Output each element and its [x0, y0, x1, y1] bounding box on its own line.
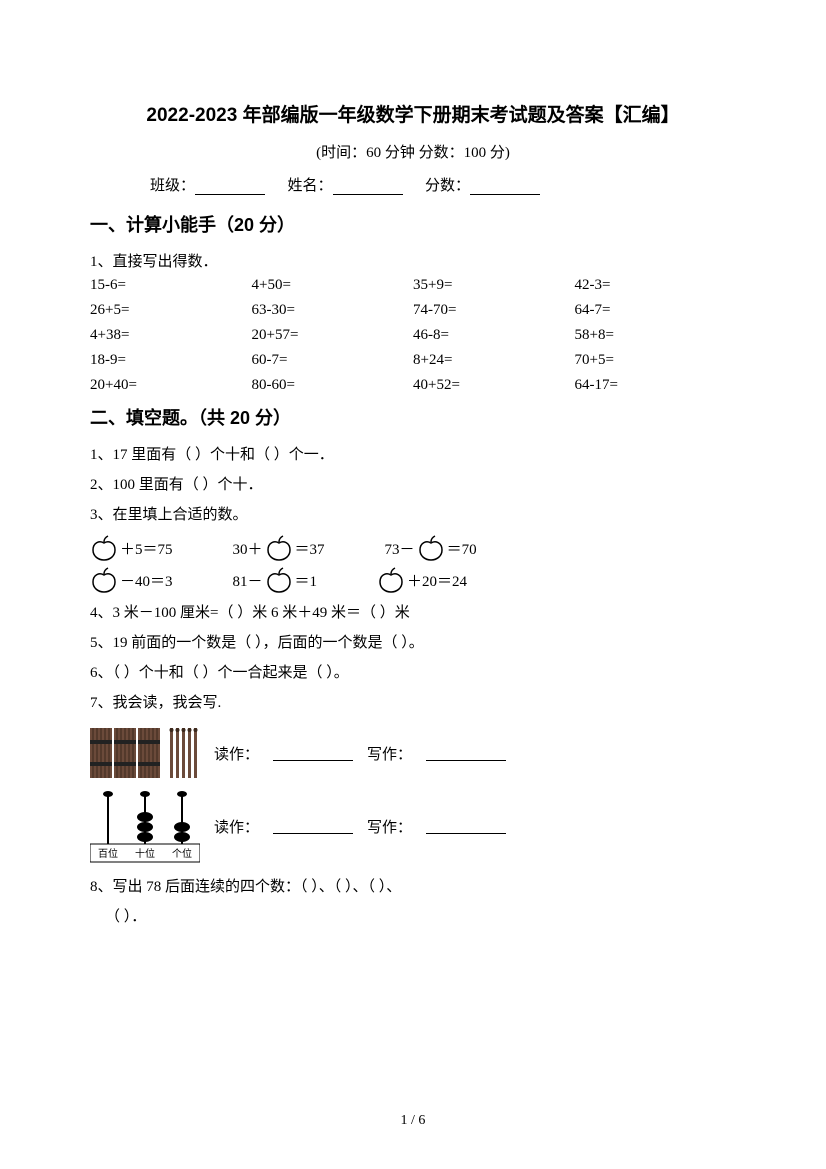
calc-cell: 15-6=	[90, 277, 252, 294]
document-subtitle: (时间：60 分钟 分数：100 分)	[90, 141, 736, 162]
calc-cell: 63-30=	[252, 302, 414, 319]
q7-write-blank-2	[426, 820, 506, 834]
equation-text: ＋20＝24	[407, 570, 467, 591]
q7-read-label-1: 读作：	[214, 743, 259, 764]
score-blank	[470, 181, 540, 195]
apple-equation: 81－ ＝1	[233, 566, 318, 594]
apple-row-2: －40＝3 81－ ＝1 ＋20＝24	[90, 566, 736, 594]
score-label: 分数：	[425, 178, 470, 194]
q7-write-label-2: 写作：	[367, 816, 412, 837]
calc-cell: 20+57=	[252, 327, 414, 344]
calc-cell: 60-7=	[252, 352, 414, 369]
section2-q6: 6、（ ）个十和（ ）个一合起来是（ ）。	[90, 658, 736, 688]
page-number: 1 / 6	[0, 1113, 826, 1129]
equation-text: ＝37	[295, 538, 325, 559]
q7-write-label-1: 写作：	[367, 743, 412, 764]
calc-cell: 35+9=	[413, 277, 575, 294]
apple-equation: 73－ ＝70	[385, 534, 477, 562]
q7-read-blank-2	[273, 820, 353, 834]
abacus-icon: 百位 十位 个位	[90, 789, 200, 864]
apple-equation: ＋5＝75	[90, 534, 173, 562]
calc-cell: 70+5=	[575, 352, 737, 369]
apple-equation: ＋20＝24	[377, 566, 467, 594]
apple-icon	[90, 534, 118, 562]
name-label: 姓名：	[288, 178, 333, 194]
info-row: 班级： 姓名： 分数：	[90, 174, 736, 195]
calc-cell: 4+38=	[90, 327, 252, 344]
calc-cell: 74-70=	[413, 302, 575, 319]
apple-equation: 30＋ ＝37	[233, 534, 325, 562]
calc-cell: 46-8=	[413, 327, 575, 344]
equation-text: －40＝3	[120, 570, 173, 591]
calc-grid: 15-6=4+50=35+9=42-3=26+5=63-30=74-70=64-…	[90, 277, 736, 394]
calc-cell: 20+40=	[90, 377, 252, 394]
calc-cell: 8+24=	[413, 352, 575, 369]
page: 2022-2023 年部编版一年级数学下册期末考试题及答案【汇编】 (时间：60…	[0, 0, 826, 1169]
calc-cell: 80-60=	[252, 377, 414, 394]
apple-equation: －40＝3	[90, 566, 173, 594]
equation-text: 30＋	[233, 538, 263, 559]
equation-text: ＝1	[295, 570, 318, 591]
document-title: 2022-2023 年部编版一年级数学下册期末考试题及答案【汇编】	[90, 100, 736, 127]
abacus-label-hundreds: 百位	[98, 847, 118, 860]
calc-cell: 40+52=	[413, 377, 575, 394]
class-blank	[195, 181, 265, 195]
apple-icon	[377, 566, 405, 594]
section2-q1: 1、17 里面有（ ）个十和（ ）个一．	[90, 440, 736, 470]
q7-sticks-row: 读作： 写作：	[90, 726, 736, 781]
calc-cell: 58+8=	[575, 327, 737, 344]
section2-q8b: （ ）．	[90, 902, 736, 932]
sticks-icon	[90, 726, 200, 781]
calc-cell: 64-7=	[575, 302, 737, 319]
section1-q1: 1、直接写出得数．	[90, 247, 736, 277]
apple-icon	[265, 566, 293, 594]
abacus-label-tens: 十位	[135, 847, 155, 860]
class-label: 班级：	[150, 178, 195, 194]
calc-cell: 18-9=	[90, 352, 252, 369]
equation-text: 81－	[233, 570, 263, 591]
section2-q3: 3、在里填上合适的数。	[90, 500, 736, 530]
apple-icon	[417, 534, 445, 562]
equation-text: 73－	[385, 538, 415, 559]
abacus-label-ones: 个位	[172, 847, 192, 860]
calc-cell: 26+5=	[90, 302, 252, 319]
q7-read-label-2: 读作：	[214, 816, 259, 837]
equation-text: ＝70	[447, 538, 477, 559]
section1-header: 一、计算小能手（20 分）	[90, 211, 736, 237]
equation-text: ＋5＝75	[120, 538, 173, 559]
section2-header: 二、填空题。（共 20 分）	[90, 404, 736, 430]
section2-q2: 2、100 里面有（ ）个十．	[90, 470, 736, 500]
calc-cell: 64-17=	[575, 377, 737, 394]
calc-cell: 42-3=	[575, 277, 737, 294]
section2-q7: 7、我会读，我会写.	[90, 688, 736, 718]
name-blank	[333, 181, 403, 195]
calc-cell: 4+50=	[252, 277, 414, 294]
section2-q8: 8、写出 78 后面连续的四个数：（ ）、（ ）、（ ）、	[90, 872, 736, 902]
section2-q4: 4、3 米－100 厘米=（ ）米 6 米＋49 米＝（ ）米	[90, 598, 736, 628]
apple-row-1: ＋5＝75 30＋ ＝37 73－ ＝70	[90, 534, 736, 562]
q7-abacus-row: 百位 十位 个位 读作： 写作：	[90, 789, 736, 864]
q7-read-blank-1	[273, 747, 353, 761]
apple-icon	[265, 534, 293, 562]
apple-icon	[90, 566, 118, 594]
q7-write-blank-1	[426, 747, 506, 761]
section2-q5: 5、19 前面的一个数是（ ），后面的一个数是（ ）。	[90, 628, 736, 658]
